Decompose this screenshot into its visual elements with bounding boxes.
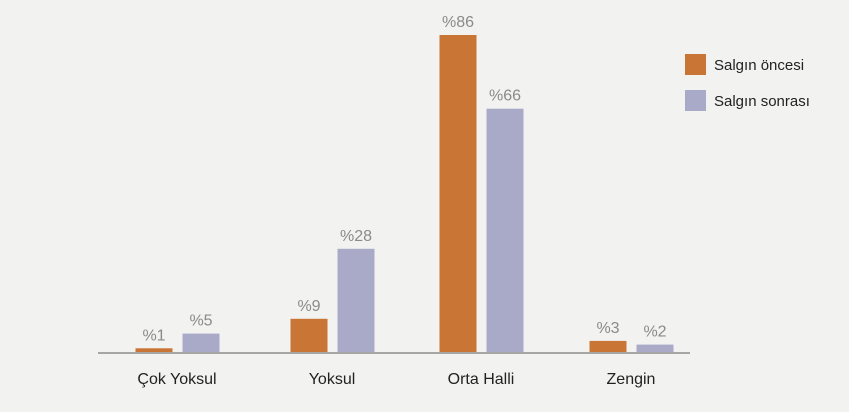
bar-2-1 — [486, 108, 524, 352]
category-label-1: Yoksul — [309, 371, 356, 388]
category-label-2: Orta Halli — [448, 371, 515, 388]
legend-label-1: Salgın sonrası — [714, 93, 810, 110]
bar-1-0 — [290, 318, 328, 352]
bars-group — [135, 35, 674, 352]
value-label-0-0: %1 — [142, 327, 165, 344]
value-label-1-1: %28 — [340, 228, 372, 245]
category-labels-group: Çok Yoksul Yoksul Orta Halli Zengin — [137, 371, 655, 388]
value-label-3-1: %2 — [643, 324, 666, 341]
legend-swatch-1 — [685, 90, 706, 111]
legend: Salgın öncesi Salgın sonrası — [685, 54, 810, 111]
value-label-2-1: %66 — [489, 88, 521, 105]
bar-0-1 — [182, 333, 220, 352]
value-label-0-1: %5 — [189, 313, 212, 330]
bar-2-0 — [439, 35, 477, 352]
legend-swatch-0 — [685, 54, 706, 75]
value-labels-group: %1 %5 %9 %28 %86 %66 %3 %2 — [142, 14, 666, 344]
value-label-3-0: %3 — [596, 320, 619, 337]
bar-1-1 — [337, 248, 375, 352]
value-label-1-0: %9 — [297, 298, 320, 315]
bar-0-0 — [135, 348, 173, 352]
bar-3-1 — [636, 344, 674, 352]
legend-label-0: Salgın öncesi — [714, 57, 804, 74]
category-label-0: Çok Yoksul — [137, 371, 216, 388]
category-label-3: Zengin — [607, 371, 656, 388]
bar-3-0 — [589, 340, 627, 352]
value-label-2-0: %86 — [442, 14, 474, 31]
